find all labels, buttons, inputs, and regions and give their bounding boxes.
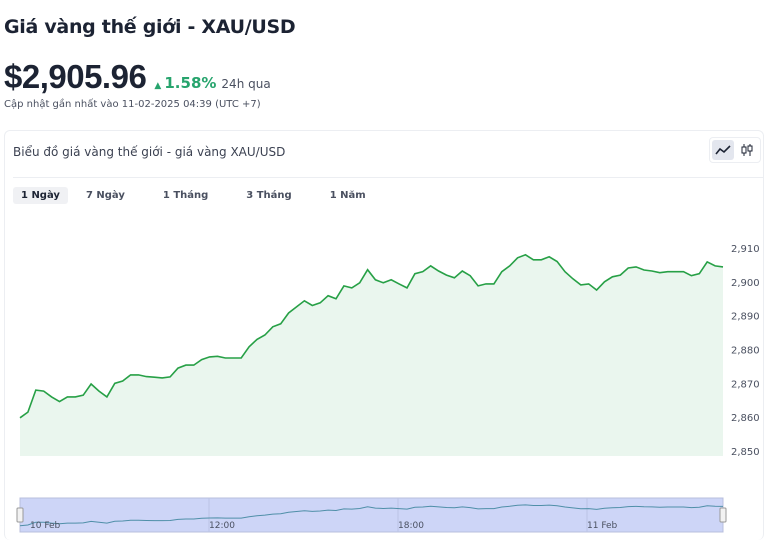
- tab-7-days[interactable]: 7 Ngày: [85, 190, 125, 201]
- navigator-label: 18:00: [398, 521, 424, 531]
- y-tick-label: 2,910: [731, 244, 760, 255]
- chart-title: Biểu đồ giá vàng thế giới - giá vàng XAU…: [13, 145, 286, 159]
- navigator-handle-left[interactable]: [16, 507, 24, 523]
- candlestick-icon: [741, 144, 753, 156]
- navigator-range[interactable]: [19, 497, 724, 533]
- range-tabs: 1 Ngày 7 Ngày 1 Tháng 3 Tháng 1 Năm: [13, 187, 392, 204]
- y-tick-label: 2,870: [731, 379, 760, 390]
- navigator-line: [19, 504, 724, 527]
- area-fill: [20, 254, 723, 456]
- current-price: $2,905.96: [4, 58, 147, 95]
- change-period: 24h qua: [221, 77, 271, 91]
- page-title: Giá vàng thế giới - XAU/USD: [4, 16, 296, 38]
- arrow-up-icon: ▲: [154, 81, 165, 91]
- navigator-handle-right[interactable]: [719, 507, 727, 523]
- chart-card: Biểu đồ giá vàng thế giới - giá vàng XAU…: [4, 130, 764, 540]
- tab-1-year[interactable]: 1 Năm: [329, 190, 366, 201]
- divider: [13, 177, 763, 178]
- price-change: ▲ 1.58%: [154, 74, 217, 92]
- candlestick-button[interactable]: [736, 140, 758, 160]
- tab-1-month[interactable]: 1 Tháng: [162, 190, 209, 201]
- y-tick-label: 2,850: [731, 447, 760, 458]
- line-chart-icon: [715, 145, 731, 155]
- chart-type-switch: [709, 137, 761, 163]
- navigator-label: 10 Feb: [30, 521, 61, 531]
- price-line: [19, 253, 724, 419]
- navigator-label: 11 Feb: [587, 521, 618, 531]
- y-tick-label: 2,890: [731, 312, 760, 323]
- tab-1-day[interactable]: 1 Ngày: [13, 187, 68, 204]
- navigator-label: 12:00: [209, 521, 235, 531]
- tab-3-months[interactable]: 3 Tháng: [246, 190, 292, 201]
- last-updated: Cập nhật gần nhất vào 11-02-2025 04:39 (…: [4, 99, 261, 110]
- line-chart-button[interactable]: [712, 140, 734, 160]
- price-row: $2,905.96 ▲ 1.58% 24h qua: [4, 60, 271, 93]
- y-tick-label: 2,860: [731, 413, 760, 424]
- y-tick-label: 2,880: [731, 346, 760, 357]
- y-tick-label: 2,900: [731, 278, 760, 289]
